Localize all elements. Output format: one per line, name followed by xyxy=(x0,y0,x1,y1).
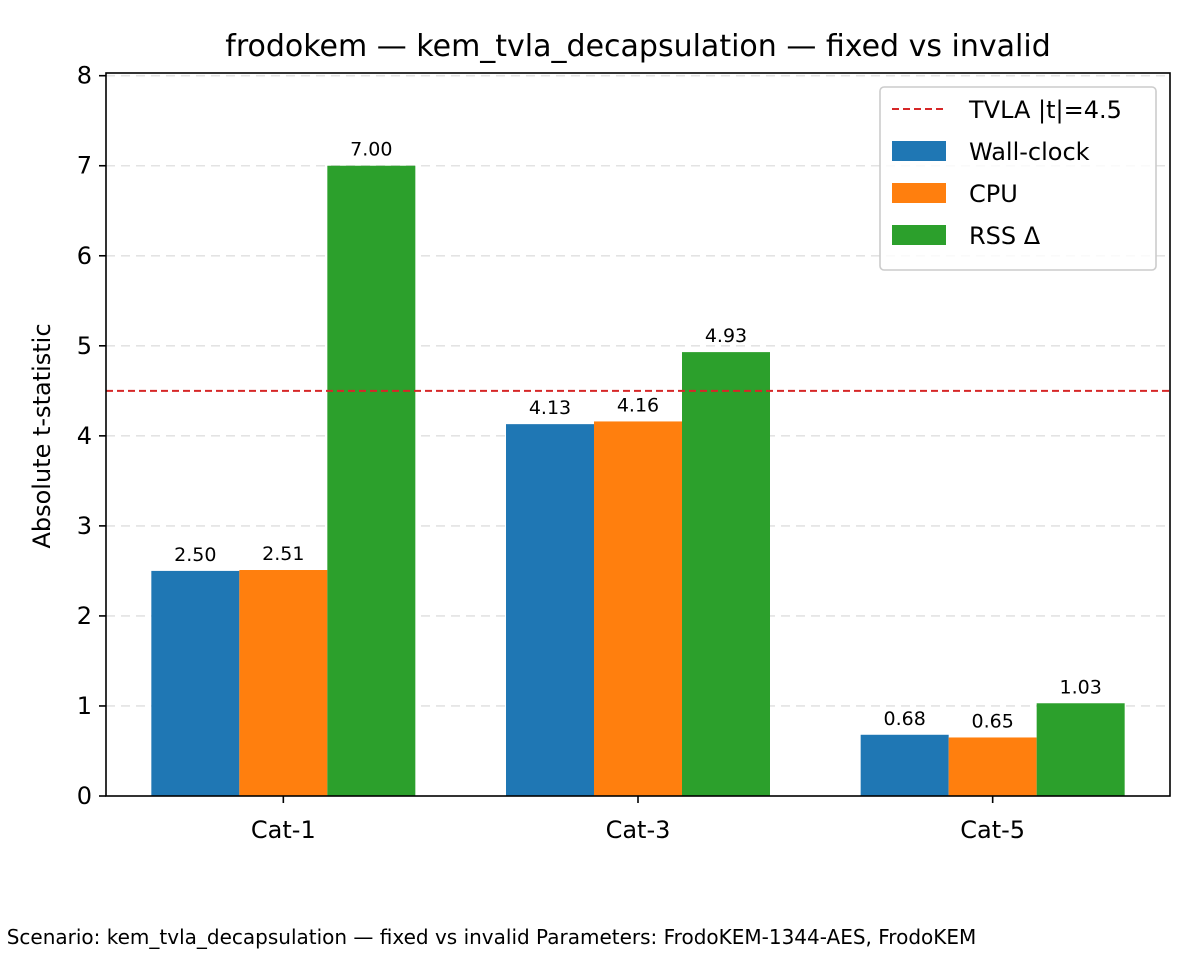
x-tick-label: Cat-5 xyxy=(960,816,1025,844)
bar-wall-clock-cat-5 xyxy=(860,734,949,796)
data-label: 4.13 xyxy=(529,397,571,419)
data-label: 7.00 xyxy=(350,139,392,161)
y-tick-label: 4 xyxy=(77,422,92,450)
bar-rss--cat-1 xyxy=(327,165,416,797)
x-axis: Cat-1 Cat-3 Cat-5 xyxy=(251,796,1025,844)
legend: TVLA |t|=4.5 Wall-clock CPU RSS Δ xyxy=(879,86,1157,271)
data-label: 0.65 xyxy=(972,710,1014,732)
data-label: 4.16 xyxy=(617,394,659,416)
data-label: 4.93 xyxy=(705,325,747,347)
data-label: 2.50 xyxy=(174,544,216,566)
legend-label: Wall-clock xyxy=(969,138,1090,166)
bar-wall-clock-cat-1 xyxy=(151,570,240,796)
legend-swatch xyxy=(892,141,946,161)
y-tick-label: 0 xyxy=(77,782,92,810)
bar-rss--cat-3 xyxy=(682,352,770,796)
bar-rss--cat-5 xyxy=(1036,703,1125,796)
y-tick-label: 7 xyxy=(77,152,92,180)
bars xyxy=(151,165,1125,797)
legend-swatch xyxy=(892,183,946,203)
y-axis: 0 1 2 3 4 5 6 7 8 xyxy=(77,62,106,810)
y-tick-label: 5 xyxy=(77,332,92,360)
legend-threshold-label: TVLA |t|=4.5 xyxy=(968,96,1122,124)
legend-box xyxy=(879,86,1157,271)
y-tick-label: 2 xyxy=(77,602,92,630)
y-tick-label: 1 xyxy=(77,692,92,720)
bar-cpu-cat-1 xyxy=(239,570,328,796)
chart-title: frodokem — kem_tvla_decapsulation — fixe… xyxy=(225,29,1050,64)
y-axis-label: Absolute t-statistic xyxy=(28,323,56,548)
bar-cpu-cat-5 xyxy=(948,737,1037,796)
bar-cpu-cat-3 xyxy=(594,421,682,796)
y-tick-label: 8 xyxy=(77,62,92,90)
data-label: 1.03 xyxy=(1060,676,1102,698)
data-label: 0.68 xyxy=(884,708,926,730)
data-label: 2.51 xyxy=(262,543,304,565)
x-tick-label: Cat-3 xyxy=(606,816,671,844)
bar-labels: 2.50 2.51 7.00 4.13 4.16 4.93 0.68 0.65 1.03 xyxy=(174,139,1102,733)
legend-label: CPU xyxy=(969,180,1018,208)
y-tick-label: 6 xyxy=(77,242,92,270)
bar-wall-clock-cat-3 xyxy=(506,424,594,796)
x-tick-label: Cat-1 xyxy=(251,816,316,844)
y-tick-label: 3 xyxy=(77,512,92,540)
legend-swatch xyxy=(892,225,946,245)
figure-caption: . Scenario: kem_tvla_decapsulation — fix… xyxy=(0,925,977,949)
legend-label: RSS Δ xyxy=(969,222,1041,250)
